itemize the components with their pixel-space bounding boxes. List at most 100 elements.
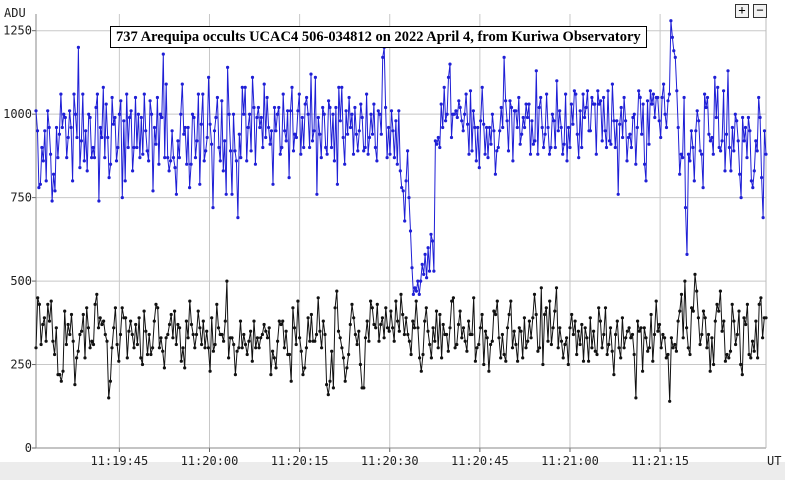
series-1-point (379, 132, 383, 136)
series-1-point (439, 102, 443, 106)
series-1-point (196, 92, 200, 96)
series-1-point (325, 152, 329, 156)
series-2-point (433, 339, 437, 343)
series-1-point (438, 145, 442, 150)
series-1-point (255, 115, 259, 120)
series-1-point (423, 252, 427, 256)
series-2-point (546, 339, 550, 343)
series-1-point (422, 272, 426, 276)
series-1-point (113, 115, 117, 120)
series-2-point (194, 332, 199, 337)
series-1-point (271, 182, 275, 186)
series-2-point (634, 396, 638, 400)
series-2-point (642, 326, 646, 330)
series-2-point (756, 356, 760, 360)
series-1-point (760, 176, 764, 180)
bottom-scrollbar-track[interactable] (0, 462, 785, 480)
series-1-point (142, 92, 146, 96)
series-1-point (287, 176, 291, 180)
series-2-point (191, 332, 195, 337)
series-1-point (272, 105, 277, 110)
series-2-point (362, 386, 366, 390)
series-1-point (87, 112, 91, 116)
series-2-point (656, 329, 660, 333)
series-2-point (237, 346, 241, 350)
series-2-point (723, 359, 728, 363)
series-2-point (379, 322, 383, 327)
series-1-point (705, 95, 710, 100)
series-1-point (689, 129, 694, 133)
series-1-point (158, 112, 162, 116)
series-2-point (193, 346, 197, 350)
series-2-point (499, 356, 503, 360)
series-2-point (117, 359, 121, 363)
series-1-point (643, 162, 647, 166)
series-2-point (375, 302, 379, 306)
series-1-point (470, 149, 474, 153)
series-2-point (739, 362, 743, 367)
series-2-point (203, 346, 207, 350)
series-1-point (327, 99, 331, 103)
series-2-point (181, 346, 185, 350)
series-1-point (123, 179, 127, 183)
series-1-point (261, 145, 265, 150)
series-1-point (81, 92, 85, 96)
series-1-point (215, 95, 219, 100)
series-2-point (369, 299, 373, 303)
series-1-point (602, 95, 606, 100)
series-1-point (227, 112, 231, 116)
series-2-point (176, 322, 180, 327)
series-1-point (539, 95, 543, 100)
series-1-point (584, 105, 588, 110)
series-1-point (749, 179, 754, 183)
series-1-point (312, 129, 316, 133)
series-1-point (240, 85, 244, 89)
series-1-point (362, 149, 366, 153)
series-2-point (475, 346, 479, 350)
series-2-point (573, 319, 577, 323)
series-2-point (265, 336, 270, 340)
series-2-point (380, 316, 384, 320)
series-2-point (340, 346, 344, 350)
zoom-in-button[interactable]: + (735, 4, 749, 18)
series-2-point (291, 306, 295, 310)
series-2-point (113, 306, 117, 310)
series-2-point (761, 336, 765, 340)
series-1-point (148, 99, 152, 103)
series-1-point (338, 119, 342, 123)
series-1-point (109, 162, 113, 166)
series-2-point (363, 336, 368, 340)
x-axis-label: UT (767, 454, 781, 468)
series-1-point (724, 132, 729, 136)
series-1-point (486, 156, 490, 160)
series-1-point (717, 145, 721, 150)
series-1-point (395, 162, 399, 166)
series-2-point (674, 349, 679, 353)
series-1-point (129, 109, 133, 113)
series-2-point (157, 346, 161, 350)
series-2-point (659, 346, 663, 350)
zoom-out-button[interactable]: − (753, 4, 767, 18)
series-1-point (114, 159, 119, 163)
series-1-point (565, 159, 569, 163)
series-2-point (287, 352, 292, 357)
series-1-point (716, 85, 720, 89)
series-1-point (300, 115, 304, 120)
series-2-point (58, 373, 62, 377)
series-1-point (647, 142, 651, 146)
series-2-point (445, 332, 449, 337)
series-1-point (62, 112, 66, 116)
series-2-point (416, 326, 420, 330)
series-2-point (240, 346, 244, 350)
series-2-point (522, 316, 527, 320)
series-2-point (127, 329, 131, 333)
series-1-point (120, 196, 124, 200)
series-1-point (600, 139, 604, 143)
series-2-point (588, 316, 592, 320)
series-1-point (741, 115, 745, 120)
series-1-point (47, 125, 51, 130)
series-1-point (723, 169, 727, 173)
series-1-point (210, 142, 214, 146)
series-1-point (669, 19, 673, 23)
series-1-point (286, 109, 290, 113)
